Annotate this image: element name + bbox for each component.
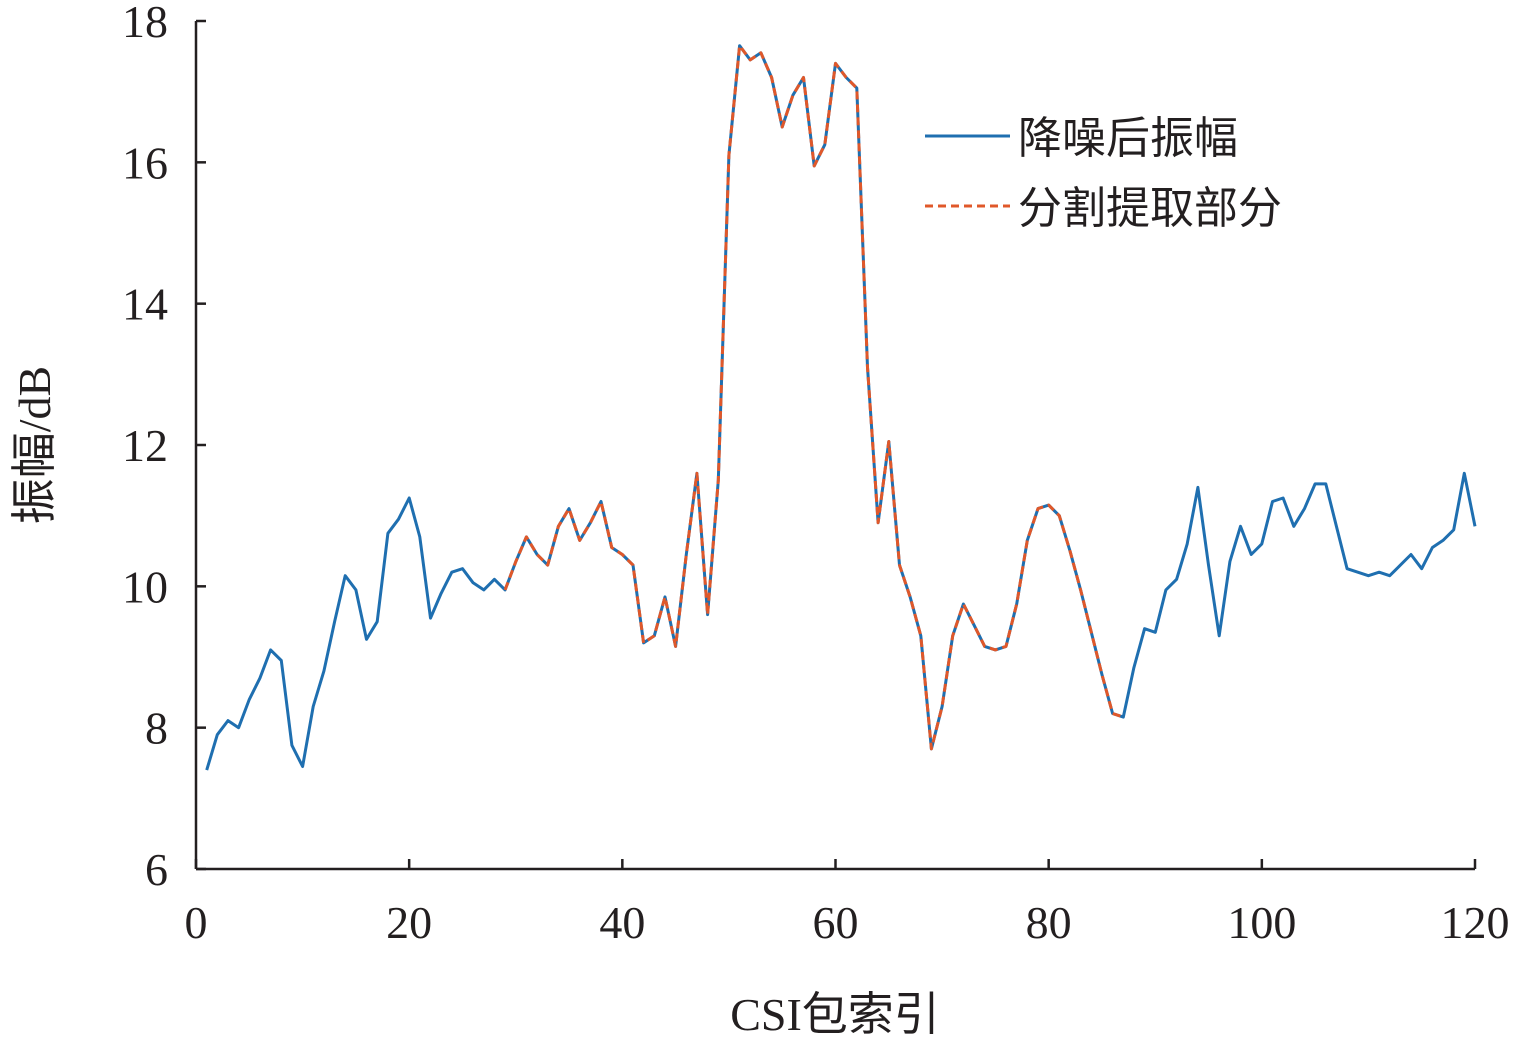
y-tick-label: 12 xyxy=(122,420,168,471)
y-tick-label: 16 xyxy=(122,137,168,188)
chart-legend: 降噪后振幅 分割提取部分 xyxy=(925,113,1282,234)
x-tick-label: 0 xyxy=(185,897,208,948)
y-tick-label: 18 xyxy=(122,0,168,47)
y-tick-label: 6 xyxy=(145,844,168,895)
series-line-1 xyxy=(205,44,1477,771)
x-tick-label: 80 xyxy=(1026,897,1072,948)
y-axis-title: 振幅/dB xyxy=(9,366,60,524)
x-tick-label: 120 xyxy=(1441,897,1510,948)
y-tick-label: 14 xyxy=(122,279,168,330)
x-tick-label: 60 xyxy=(813,897,859,948)
series-line-2 xyxy=(503,44,1124,751)
x-tick-label: 100 xyxy=(1227,897,1296,948)
x-axis-title: CSI包索引 xyxy=(730,989,940,1040)
y-tick-label: 8 xyxy=(145,703,168,754)
x-tick-label: 40 xyxy=(599,897,645,948)
x-tick-label: 20 xyxy=(386,897,432,948)
chart-series-layer xyxy=(205,44,1477,771)
y-tick-label: 10 xyxy=(122,561,168,612)
legend-label-series-1: 降噪后振幅 xyxy=(1018,113,1238,164)
chart-axes: 0 20 40 60 80 100 120 6 8 10 12 14 16 18 xyxy=(122,0,1510,948)
legend-label-series-2: 分割提取部分 xyxy=(1018,183,1282,234)
